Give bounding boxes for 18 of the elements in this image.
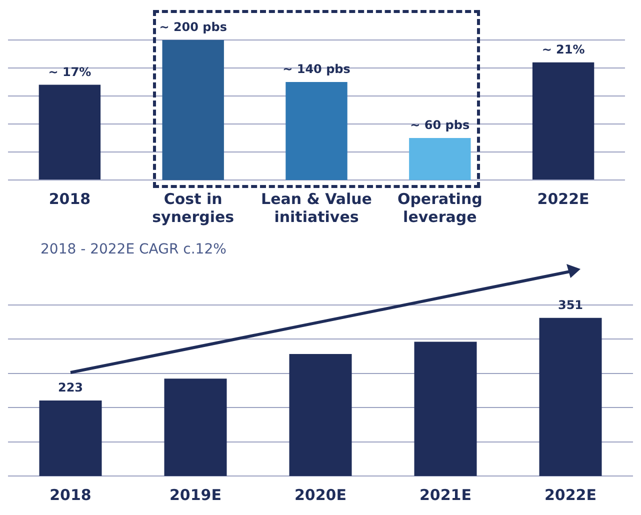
x-tick-label: 2022E bbox=[544, 486, 596, 504]
x-tick-label: 2018 bbox=[50, 486, 92, 504]
data-label: 223 bbox=[58, 380, 84, 395]
x-tick-label: 2022E bbox=[537, 190, 590, 208]
data-label: ~ 17% bbox=[48, 64, 92, 79]
x-tick-label: Lean & Value initiatives bbox=[261, 190, 372, 226]
x-tick-label: 2018 bbox=[48, 190, 91, 208]
data-label: ~ 60 pbs bbox=[410, 118, 470, 132]
data-label: 351 bbox=[558, 298, 584, 312]
text: 2018 - 2022E CAGR c.12% bbox=[40, 242, 226, 258]
data-label: ~ 200 pbs bbox=[159, 20, 227, 34]
x-tick-label: 2019E bbox=[170, 486, 222, 504]
x-tick-label: Operating leverage bbox=[397, 190, 482, 226]
x-tick-label: Cost in synergies bbox=[152, 190, 234, 226]
x-tick-label: 2020E bbox=[294, 486, 346, 504]
data-label: ~ 21% bbox=[542, 42, 585, 57]
data-label: ~ 140 pbs bbox=[282, 62, 350, 76]
x-tick-label: 2021E bbox=[420, 486, 472, 504]
